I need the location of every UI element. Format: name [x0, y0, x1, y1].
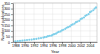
point	[19, 40, 21, 42]
grid-line	[24, 3, 25, 42]
point	[44, 36, 46, 38]
tick-label: 1994	[40, 44, 48, 48]
tick: 1996	[49, 42, 57, 48]
tick-label: 300	[4, 7, 10, 11]
chart: 1988199019921994199619982000200220040501…	[0, 0, 100, 54]
tick-label: 2002	[77, 44, 85, 48]
grid-line	[13, 30, 97, 31]
tick: 1990	[21, 42, 29, 48]
tick-label: 1990	[21, 44, 29, 48]
point	[90, 10, 92, 12]
tick-label: 1998	[59, 44, 67, 48]
y-axis: 0 50 100150 200250 300350	[4, 2, 13, 45]
point	[47, 35, 49, 37]
tick: 300	[4, 7, 13, 11]
point	[35, 38, 37, 40]
y-axis-title: Number of publications	[1, 4, 5, 40]
tick: 1994	[40, 42, 48, 48]
tick-label: 0	[8, 41, 10, 45]
plot: 1988199019921994199619982000200220040501…	[4, 2, 97, 49]
tick-mark	[11, 31, 13, 32]
grid-line	[90, 3, 91, 42]
tick-label: 250	[4, 13, 10, 17]
tick: 2002	[77, 42, 85, 48]
grid-line	[13, 14, 97, 15]
tick: 1988	[12, 42, 20, 48]
plot-frame	[13, 3, 97, 42]
point	[49, 35, 51, 37]
point	[38, 37, 40, 39]
tick: 1998	[59, 42, 67, 48]
x-axis: 198819901992199419961998200020022004	[12, 42, 98, 48]
point	[95, 6, 97, 8]
tick: 200	[4, 18, 13, 22]
point	[24, 39, 26, 41]
grid-line	[62, 3, 63, 42]
points	[14, 6, 97, 42]
tick: 100	[4, 29, 13, 33]
tick-label: 1988	[12, 44, 20, 48]
tick: 1992	[31, 42, 39, 48]
tick: 150	[4, 24, 13, 28]
tick-mark	[11, 14, 13, 15]
grid-line	[43, 3, 44, 42]
tick: 0	[8, 41, 13, 45]
tick: 50	[6, 35, 13, 39]
point	[58, 31, 60, 33]
tick-mark	[11, 36, 13, 37]
point	[31, 38, 33, 40]
point	[53, 33, 55, 35]
point	[26, 39, 28, 41]
tick: 2004	[87, 42, 95, 48]
x-axis-title: Year	[51, 49, 60, 54]
tick: 350	[4, 2, 13, 6]
tick-label: 100	[4, 29, 10, 33]
tick: 250	[4, 13, 13, 17]
tick-mark	[11, 3, 13, 4]
tick-label: 2000	[68, 44, 76, 48]
axis-line	[14, 42, 98, 43]
axis-line	[13, 4, 14, 43]
grid-line	[34, 3, 35, 42]
grid-line	[13, 19, 97, 20]
point	[33, 38, 35, 40]
point	[17, 40, 19, 42]
grid-line	[15, 3, 16, 42]
grid-line	[71, 3, 72, 42]
tick-label: 2004	[87, 44, 95, 48]
tick-label: 1992	[31, 44, 39, 48]
tick-mark	[11, 9, 13, 10]
grid-line	[13, 25, 97, 26]
point	[14, 40, 16, 42]
point	[88, 13, 90, 15]
grid	[13, 3, 97, 42]
tick: 2000	[68, 42, 76, 48]
point	[81, 17, 83, 19]
tick-mark	[11, 25, 13, 26]
grid-line	[13, 36, 97, 37]
grid-line	[13, 8, 97, 9]
tick-label: 200	[4, 18, 10, 22]
tick-label: 50	[6, 35, 10, 39]
point	[62, 29, 64, 31]
tick-label: 350	[4, 2, 10, 6]
tick-label: 1996	[49, 44, 57, 48]
tick-mark	[11, 20, 13, 21]
point	[86, 14, 88, 16]
grid-line	[80, 3, 81, 42]
point	[51, 34, 53, 36]
tick-label: 150	[4, 24, 10, 28]
tick-mark	[11, 42, 13, 43]
point	[28, 39, 30, 41]
point	[21, 40, 23, 42]
point	[40, 37, 42, 39]
